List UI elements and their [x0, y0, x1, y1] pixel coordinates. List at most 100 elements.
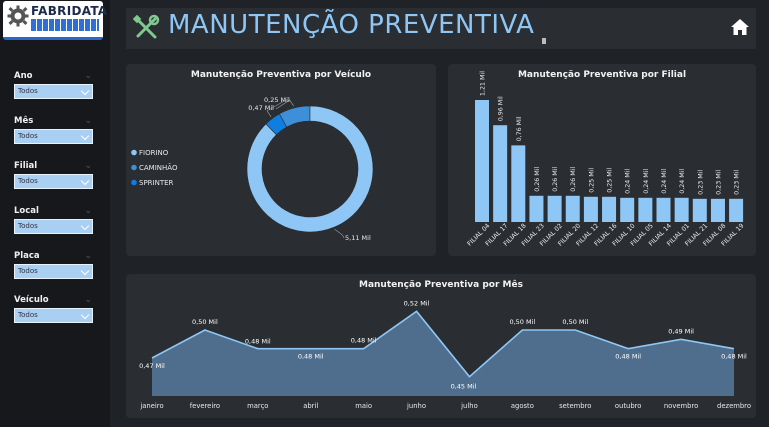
- home-icon[interactable]: [730, 17, 750, 37]
- donut-slice-fiorino: [246, 105, 374, 233]
- bar: [710, 198, 725, 222]
- data-label: 0,49 Mil: [668, 327, 694, 335]
- legend-marker: [131, 179, 137, 186]
- chevron-down-icon[interactable]: ⌄: [84, 161, 92, 171]
- area-chart: 0,47 Mil janeiro 0,50 Mil fevereiro 0,48 Mil…: [139, 299, 751, 410]
- data-label: 0,52 Mil: [404, 299, 430, 307]
- bar: [692, 198, 707, 222]
- chevron-down-icon: [80, 266, 90, 276]
- chevron-down-icon: [80, 221, 90, 231]
- brand-name: FABRIDATA: [31, 4, 108, 18]
- data-label: 0,50 Mil: [192, 318, 218, 326]
- data-label: 0,48 Mil: [298, 353, 324, 361]
- data-label: 0,47 Mil: [248, 104, 274, 112]
- bar: [656, 197, 671, 222]
- bar-data-label: 0,26 Mil: [570, 167, 577, 192]
- data-label: 0,48 Mil: [721, 353, 747, 361]
- bar-data-label: 0,25 Mil: [607, 168, 614, 193]
- bar: [475, 100, 489, 222]
- data-label: 0,47 Mil: [139, 362, 165, 370]
- chevron-down-icon[interactable]: ⌄: [84, 251, 92, 261]
- leader-line: [334, 228, 345, 239]
- legend-marker: [131, 164, 137, 171]
- filter-mes-select[interactable]: Todos: [14, 129, 93, 144]
- filter-label: Local: [14, 206, 39, 216]
- bar-data-label: 0,25 Mil: [588, 168, 595, 193]
- filter-ano-select[interactable]: Todos: [14, 84, 93, 99]
- filter-local-select[interactable]: Todos: [14, 219, 93, 234]
- chevron-down-icon: [80, 131, 90, 141]
- chevron-down-icon[interactable]: ⌄: [84, 206, 92, 216]
- x-tick-label: dezembro: [717, 402, 751, 410]
- bar-data-label: 0,76 Mil: [516, 116, 523, 141]
- bar-data-label: 1,21 Mil: [480, 71, 487, 96]
- panel-veiculo: Manutenção Preventiva por Veículo 5,11 M…: [126, 64, 436, 256]
- wrench-screwdriver-icon: [132, 14, 160, 39]
- filter-value: Todos: [18, 132, 38, 140]
- bar: [620, 197, 635, 222]
- bar: [511, 145, 526, 222]
- area-line: [151, 310, 735, 378]
- legend-label: FIORINO: [139, 149, 169, 157]
- area-fill: [152, 311, 734, 396]
- x-tick-label: abril: [303, 402, 318, 410]
- page-title: MANUTENÇÃO PREVENTIVA: [168, 10, 535, 40]
- bar-data-label: 0,24 Mil: [643, 169, 650, 194]
- data-label: 0,50 Mil: [562, 318, 588, 326]
- filter-filial: Filial ⌄ Todos: [14, 161, 94, 189]
- bar: [565, 195, 580, 222]
- chart-title: Manutenção Preventiva por Mês: [359, 280, 523, 290]
- bar-data-label: 0,23 Mil: [697, 170, 704, 195]
- bar-data-label: 0,26 Mil: [552, 167, 559, 192]
- bar: [547, 195, 562, 222]
- leader-line: [266, 99, 287, 118]
- chevron-down-icon[interactable]: ⌄: [84, 295, 92, 305]
- chart-title: Manutenção Preventiva por Filial: [517, 70, 687, 80]
- filter-value: Todos: [18, 177, 38, 185]
- sidebar: FABRIDATA Ano ⌄ Todos Mês ⌄ Todos Filial…: [0, 0, 110, 427]
- scroll-indicator[interactable]: [542, 38, 546, 44]
- filter-filial-select[interactable]: Todos: [14, 174, 93, 189]
- x-tick-label: julho: [460, 402, 478, 410]
- data-label: 5,11 Mil: [345, 234, 371, 242]
- filter-label: Mês: [14, 116, 34, 126]
- bar-data-label: 0,96 Mil: [498, 96, 505, 121]
- bar-data-label: 0,24 Mil: [661, 169, 668, 194]
- legend-marker: [131, 149, 137, 156]
- bar: [583, 196, 598, 222]
- chevron-down-icon: [80, 310, 90, 320]
- legend-label: CAMINHÃO: [139, 163, 178, 172]
- x-tick-label: maio: [355, 402, 372, 410]
- bar-data-label: 0,23 Mil: [715, 170, 722, 195]
- bar-data-label: 0,24 Mil: [625, 169, 632, 194]
- filter-value: Todos: [18, 267, 38, 275]
- bar: [602, 196, 617, 222]
- x-tick-label: fevereiro: [190, 402, 220, 410]
- filter-veiculo-select[interactable]: Todos: [14, 308, 93, 323]
- x-tick-label: junho: [406, 402, 426, 410]
- leader-line: [275, 99, 294, 110]
- filter-local: Local ⌄ Todos: [14, 206, 94, 234]
- filter-veiculo: Veículo ⌄ Todos: [14, 295, 94, 323]
- bar: [529, 195, 544, 222]
- filter-label: Placa: [14, 251, 40, 261]
- data-label: 0,48 Mil: [351, 337, 377, 345]
- filter-placa-select[interactable]: Todos: [14, 264, 93, 279]
- filter-label: Veículo: [14, 295, 49, 305]
- chevron-down-icon: [80, 86, 90, 96]
- chart-title: Manutenção Preventiva por Veículo: [190, 70, 372, 80]
- bar-data-label: 0,26 Mil: [534, 167, 541, 192]
- filter-value: Todos: [18, 311, 38, 319]
- bar-data-label: 0,24 Mil: [679, 169, 686, 194]
- chevron-down-icon[interactable]: ⌄: [84, 116, 92, 126]
- panel-mes: Manutenção Preventiva por Mês 0,47 Mil ja…: [126, 274, 756, 418]
- data-label: 0,48 Mil: [245, 338, 271, 346]
- filter-mes: Mês ⌄ Todos: [14, 116, 94, 144]
- chevron-down-icon[interactable]: ⌄: [84, 71, 92, 81]
- filter-label: Ano: [14, 71, 33, 81]
- bar-data-label: 0,23 Mil: [734, 170, 741, 195]
- legend-label: SPRINTER: [139, 179, 174, 187]
- x-tick-label: janeiro: [139, 402, 163, 410]
- filter-value: Todos: [18, 222, 38, 230]
